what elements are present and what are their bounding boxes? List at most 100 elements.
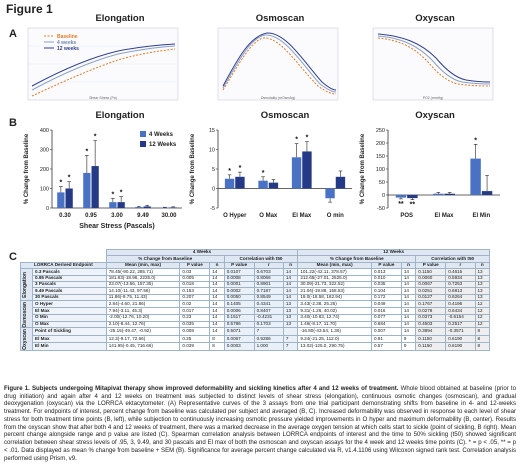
table-cell: 0.91	[370, 334, 402, 344]
legend-label: 4 Weeks	[149, 132, 174, 138]
table-cell: 0.5071	[223, 327, 255, 336]
table-cell: 14	[209, 313, 225, 322]
oxy-y-axis-label: % Change from Baseline	[360, 133, 366, 204]
table-cell: 14	[209, 327, 225, 336]
table-cell: 7.94(-3.11, 45.3)	[105, 307, 181, 315]
table-row-header: O Min	[32, 313, 107, 322]
table-cell	[282, 327, 299, 336]
osmo-bar	[325, 188, 335, 199]
table-cell: 12	[474, 313, 490, 322]
table-cell: 14	[400, 307, 417, 315]
elong-bar	[57, 192, 65, 208]
table-row-header: El Min	[32, 342, 107, 351]
osmo-xlabel: Osmolality (mOsm/kg)	[261, 96, 296, 100]
table-row-header: O Hyper	[32, 300, 107, 309]
table-cell: 14	[282, 293, 299, 302]
elong-y-tick-label: 400	[40, 128, 49, 134]
oxy-y-tick-label: 200	[376, 141, 385, 147]
osmo-significance-mark: *	[295, 137, 298, 144]
table-row-header: O Max	[32, 320, 107, 329]
osmo-bar	[235, 176, 245, 189]
table-cell: 0.9286	[253, 334, 284, 344]
elong-bar	[169, 207, 177, 209]
table-cell: 14	[400, 293, 417, 302]
elong-bar	[135, 207, 143, 208]
elong-y-tick-label: 0	[46, 206, 49, 212]
table-row: El Max 12.3(-9.17, 72.66) 0.25 8 0.0067 0.928…	[21, 334, 490, 344]
table-cell: 7	[282, 334, 299, 344]
panel-label-c: C	[9, 251, 17, 263]
oxy-significance-mark: *	[474, 137, 477, 144]
table-cell: 0.077	[370, 313, 402, 322]
table-cell: 8	[209, 334, 225, 344]
table-cell: 9.24(-21.25, 112.0)	[297, 334, 372, 344]
legend-baseline: Baseline	[57, 34, 78, 40]
osmo-x-tick-label: O min	[327, 213, 344, 219]
oxy-y-tick-label: 50	[379, 180, 385, 186]
table-cell: 0.2517	[445, 320, 476, 329]
elong-bar	[91, 166, 99, 208]
elong-significance-mark: *	[59, 180, 62, 187]
table-cell: 13.02(-125.0, 290.75)	[297, 342, 372, 351]
osmo-y-tick-label: 5	[212, 167, 215, 173]
table-cell: 9.31(-1.26, 40.02)	[297, 307, 372, 315]
osmo-y-tick-label: 0	[212, 187, 215, 193]
oxy-x-tick-label: POS	[400, 213, 413, 219]
table-cell: -0.4231	[253, 313, 284, 322]
panel-label-b: B	[9, 117, 17, 129]
table-cell: 2.10(-8.44, 12.76)	[105, 320, 181, 329]
elong-bar	[65, 188, 73, 208]
caption-bold-lead: Figure 1. Subjects undergoing Mitapivat …	[4, 385, 399, 392]
correlation-table: 4 Weeks 12 Weeks% Change from Baseline Cor…	[20, 248, 490, 351]
table-cell: 14	[209, 320, 225, 329]
table-row: 3 Pascals 23.07(-13.66, 157.35) 0.018 14 0.0…	[21, 280, 490, 289]
table-row: 0.95 Pascals 181.83(-18.96, 2225.0) 0.005 1…	[21, 274, 490, 283]
table-row: El Min 141.95(-0.45, 716.66) 0.039 8 0.0003 1…	[21, 342, 490, 351]
panelA-osmoscan-plot: Osmolality (mOsm/kg)	[217, 27, 339, 101]
table-cell: 0.1517	[223, 313, 255, 322]
oxy-bar	[407, 195, 418, 199]
elong-x-tick-label: 3.00	[111, 213, 123, 219]
table-cell: 0.1703	[253, 320, 284, 329]
oxy-bar	[433, 193, 444, 195]
osmo-significance-mark: *	[239, 165, 242, 172]
table-cell: 0.4196	[445, 300, 476, 309]
figure-caption: Figure 1. Subjects undergoing Mitapivat …	[4, 385, 516, 462]
table-cell: 14	[209, 300, 225, 309]
elong-x-axis-label: Shear Stress (Pascals)	[79, 223, 155, 230]
table-header-row: LORRCA Derived Endpoint Mean (min, max) P …	[20, 261, 490, 270]
table-row-header: 30 Pascals	[32, 293, 107, 302]
osmo-bar	[258, 180, 268, 189]
table-cell: 0.6190	[445, 342, 476, 351]
oxy-significance-mark: **	[410, 202, 416, 209]
table-cell: -0.3571	[445, 327, 476, 336]
legend-swatch	[140, 131, 146, 137]
table-group-label: Osmoscan	[20, 300, 33, 329]
table-cell: 14	[400, 327, 417, 336]
table-cell: 0.57	[370, 342, 402, 351]
osmo-bar	[291, 157, 302, 189]
table-cell: 0.684	[370, 320, 402, 329]
table-cell: 0.0067	[223, 334, 255, 344]
table-cell: 0.049	[370, 300, 402, 309]
table-cell: 0.1150	[415, 334, 447, 344]
table-header-row: 4 Weeks 12 Weeks	[20, 248, 490, 257]
panelA-oxyscan-plot: PO2 (mmHg)	[372, 27, 494, 101]
table-cell: 13	[282, 307, 299, 315]
osmo-bar	[335, 176, 346, 189]
elong-bar	[83, 172, 91, 208]
table-cell: 7	[253, 327, 284, 336]
table-cell: 12.3(-9.17, 72.66)	[105, 334, 181, 344]
osmo-bar	[302, 151, 312, 189]
table-group-label: Elongation	[20, 268, 33, 302]
elong-significance-mark: *	[94, 134, 97, 141]
elong-bar	[161, 207, 169, 209]
table-cell: -2.00(-12.76, 10.20)	[105, 313, 181, 322]
table-cell: 14	[209, 307, 225, 315]
table-cell: 0.1150	[415, 342, 447, 351]
elong-y-tick-label: 100	[40, 187, 49, 193]
table-cell: 0.017	[179, 307, 211, 315]
table-cell: 141.95(-0.45, 716.66)	[105, 342, 181, 351]
elong-significance-mark: *	[120, 190, 123, 197]
table-cell: 1.46(-8.17, 11.70)	[297, 320, 372, 329]
